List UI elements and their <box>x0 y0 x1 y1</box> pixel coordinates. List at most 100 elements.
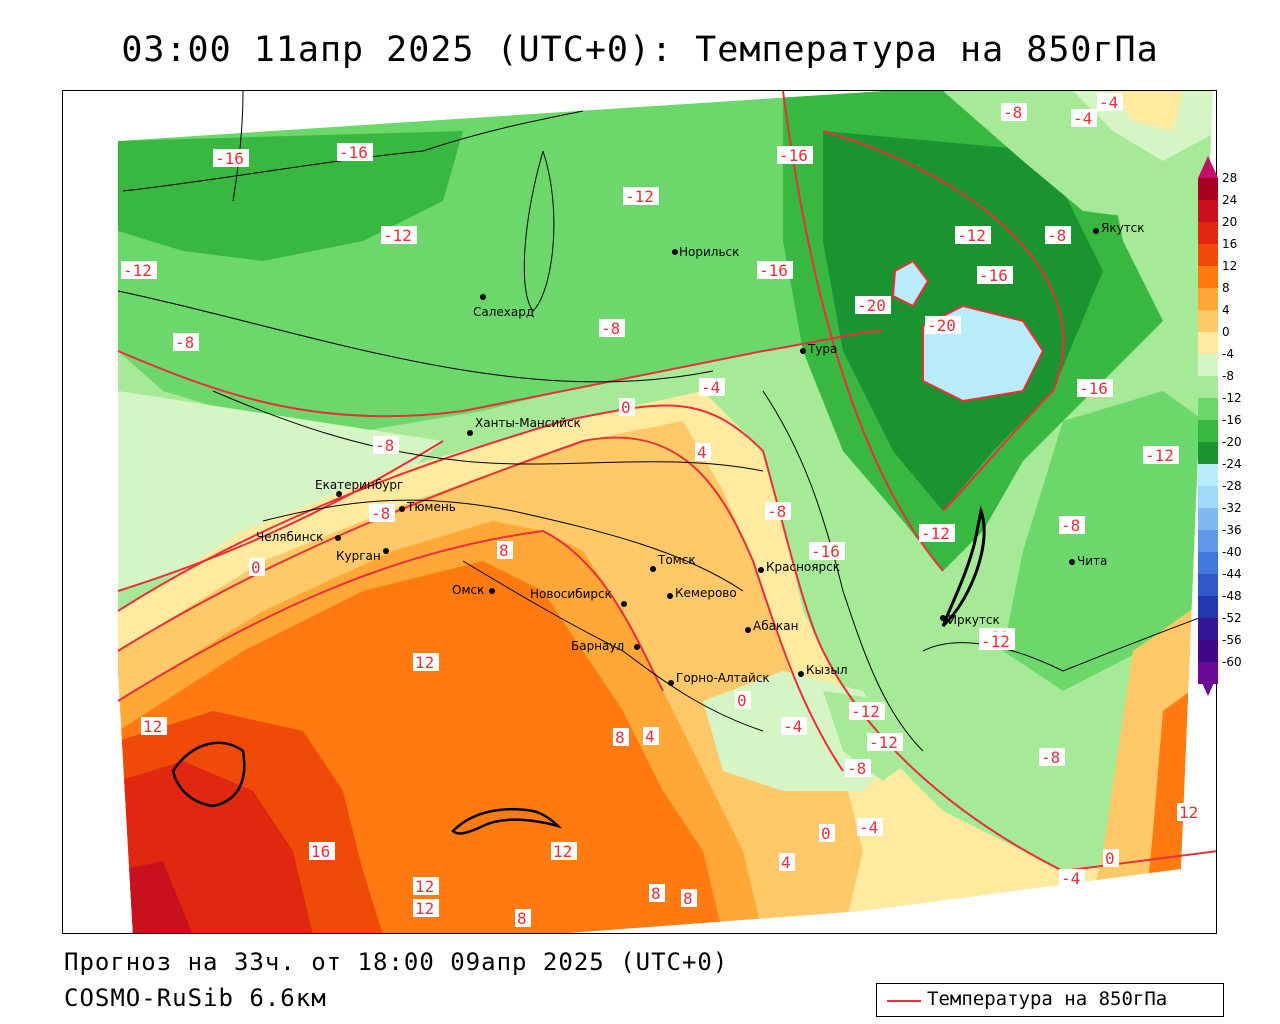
city-label-abakan: Абакан <box>753 619 798 633</box>
colorbar-tick-label: -16 <box>1222 413 1242 427</box>
city-label-chita: Чита <box>1077 554 1107 568</box>
forecast-info: Прогноз на 33ч. от 18:00 09апр 2025 (UTC… <box>64 948 729 976</box>
svg-text:-12: -12 <box>981 632 1010 651</box>
lake-balkhash <box>451 807 563 835</box>
svg-text:-16: -16 <box>215 149 244 168</box>
svg-text:12: 12 <box>415 877 434 896</box>
svg-text:-12: -12 <box>921 524 950 543</box>
contour-label: 0 <box>619 398 635 417</box>
contour-label: 12 <box>141 717 167 736</box>
svg-text:-8: -8 <box>767 502 786 521</box>
svg-text:-8: -8 <box>1003 103 1022 122</box>
contour-label: 4 <box>695 443 711 462</box>
colorbar-cell <box>1198 530 1218 552</box>
svg-text:12: 12 <box>415 653 434 672</box>
colorbar-tick-label: -28 <box>1222 479 1242 493</box>
city-dot-abakan <box>745 627 751 633</box>
svg-text:12: 12 <box>143 717 162 736</box>
city-dot-kemerovo <box>667 593 673 599</box>
city-label-yakutsk: Якутск <box>1101 221 1145 235</box>
contour-label: -16 <box>809 542 845 561</box>
contour-label: 12 <box>413 899 439 918</box>
contour-label: 12 <box>551 842 577 861</box>
colorbar-cell <box>1198 178 1218 200</box>
city-label-salekhard: Салехард <box>473 305 534 319</box>
colorbar-cell <box>1198 618 1218 640</box>
svg-text:-8: -8 <box>371 504 390 523</box>
colorbar-cell <box>1198 288 1218 310</box>
svg-text:-20: -20 <box>927 316 956 335</box>
city-dot-khanty <box>467 430 473 436</box>
colorbar-cell <box>1198 222 1218 244</box>
svg-text:-4: -4 <box>1099 93 1118 112</box>
svg-text:8: 8 <box>683 889 693 908</box>
colorbar-cell <box>1198 552 1218 574</box>
contour-label: 4 <box>643 727 659 746</box>
svg-text:-12: -12 <box>123 261 152 280</box>
colorbar-tick-label: 28 <box>1222 171 1238 185</box>
city-label-kurgan: Курган <box>336 549 381 563</box>
temperature-field <box>118 91 1213 933</box>
svg-text:12: 12 <box>553 842 572 861</box>
city-dot-kyzyl <box>798 671 804 677</box>
city-label-chel: Челябинск <box>256 530 323 544</box>
svg-text:-16: -16 <box>1079 379 1108 398</box>
colorbar-tick-label: 24 <box>1222 193 1238 207</box>
city-label-tomsk: Томск <box>657 553 696 567</box>
colorbar-cell <box>1198 640 1218 662</box>
colorbar-tick-label: 16 <box>1222 237 1238 251</box>
svg-text:0: 0 <box>737 691 747 710</box>
svg-text:-16: -16 <box>811 542 840 561</box>
city-dot-nsk <box>621 601 627 607</box>
svg-text:-8: -8 <box>175 333 194 352</box>
contour-label: 8 <box>515 909 531 928</box>
contour-label: 4 <box>779 853 795 872</box>
svg-text:-20: -20 <box>857 296 886 315</box>
colorbar-tick-label: -36 <box>1222 523 1242 537</box>
city-label-norilsk: Норильск <box>679 245 739 259</box>
colorbar-cell <box>1198 244 1218 266</box>
colorbar-tick-label: -44 <box>1222 567 1242 581</box>
contour-label: -16 <box>757 261 793 280</box>
contour-labels: -16 -16 -16 -12 -12 -12 -8 -8 -4 -4 -16 … <box>121 93 1203 928</box>
svg-text:-4: -4 <box>1061 869 1080 888</box>
contour-label: -4 <box>699 378 725 397</box>
colorbar-tick-label: 20 <box>1222 215 1238 229</box>
city-label-tura: Тура <box>807 342 837 356</box>
colorbar-cell <box>1198 354 1218 376</box>
colorbar-cell <box>1198 596 1218 618</box>
city-dot-yakutsk <box>1093 228 1099 234</box>
city-dot-omsk <box>489 588 495 594</box>
lake-baikal <box>941 505 986 628</box>
svg-text:-8: -8 <box>1041 748 1060 767</box>
colorbar-cell <box>1198 420 1218 442</box>
contour-label: -20 <box>925 316 961 335</box>
svg-text:-16: -16 <box>339 143 368 162</box>
city-dot-gorno <box>668 680 674 686</box>
colorbar-tick-label: -24 <box>1222 457 1242 471</box>
svg-text:-16: -16 <box>779 146 808 165</box>
colorbar-cell <box>1198 442 1218 464</box>
contour-label: 8 <box>613 728 629 747</box>
colorbar-tick-label: -52 <box>1222 611 1242 625</box>
contour-label: -8 <box>369 504 395 523</box>
contour-label: 0 <box>735 691 751 710</box>
city-dot-chel <box>335 535 341 541</box>
colorbar-tick-label: 4 <box>1222 303 1230 317</box>
city-markers: Норильск Салехард Тура Якутск Ханты-Манс… <box>256 221 1145 686</box>
city-dot-barnaul <box>634 644 640 650</box>
city-dot-tura <box>800 348 806 354</box>
city-label-kemerovo: Кемерово <box>675 586 737 600</box>
contour-label: -8 <box>373 436 399 455</box>
contour-label: -8 <box>1059 516 1085 535</box>
city-label-nsk: Новосибирск <box>530 587 612 601</box>
contour-label: -12 <box>919 524 955 543</box>
colorbar-cell <box>1198 266 1218 288</box>
map-panel: Норильск Салехард Тура Якутск Ханты-Манс… <box>62 90 1217 934</box>
colorbar-tick-label: 8 <box>1222 281 1230 295</box>
contour-label: -8 <box>845 759 871 778</box>
colorbar-tick-label: -20 <box>1222 435 1242 449</box>
contour-label: -12 <box>955 226 991 245</box>
colorbar-tick-label: -8 <box>1222 369 1234 383</box>
city-dot-chita <box>1069 559 1075 565</box>
